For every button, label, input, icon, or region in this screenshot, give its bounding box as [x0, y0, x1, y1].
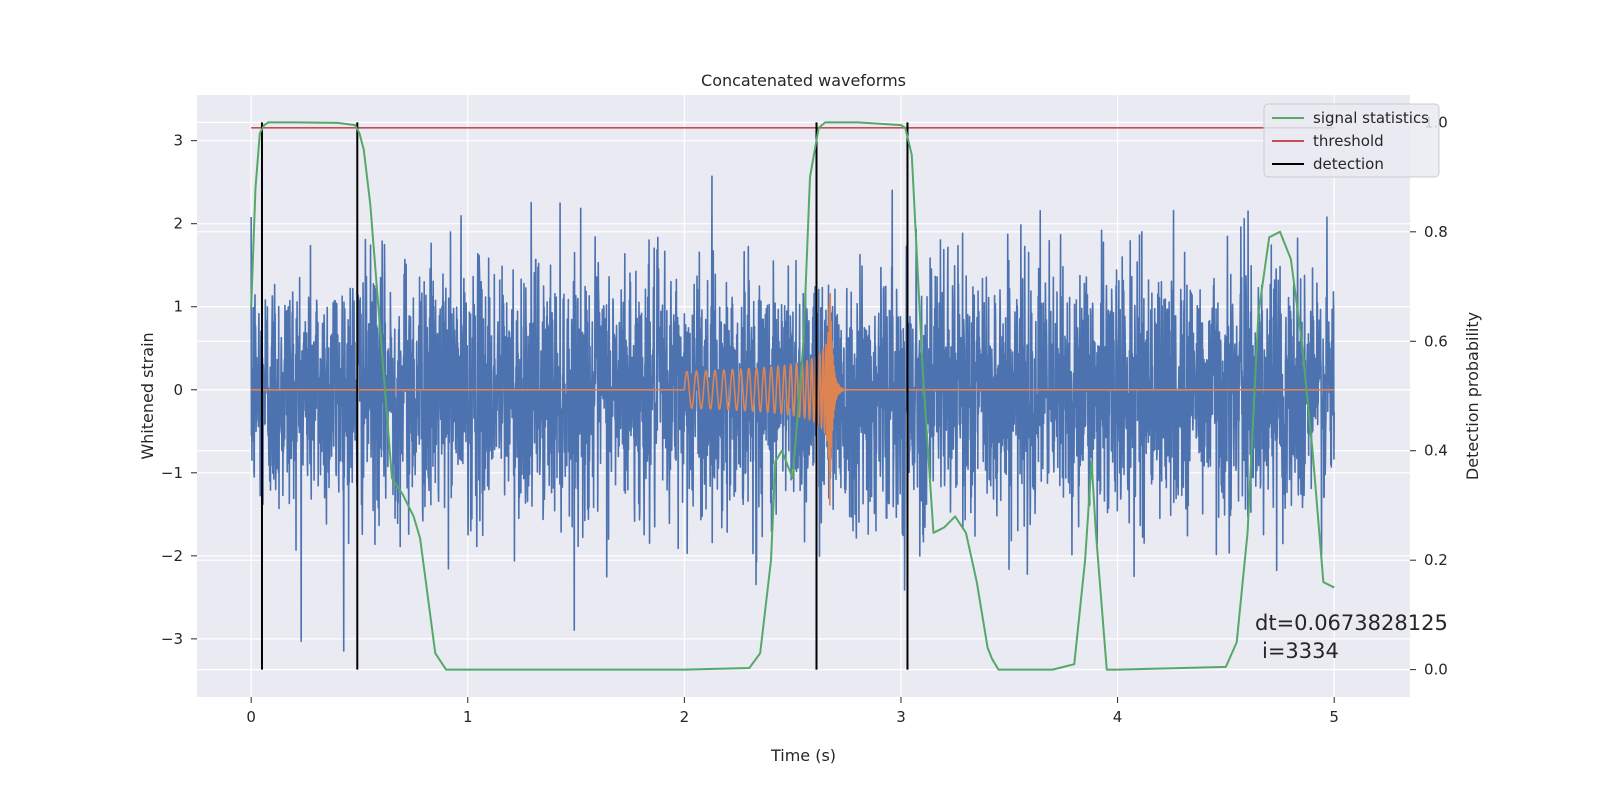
x-tick-label: 1: [463, 708, 473, 726]
y-tick-label: −1: [161, 464, 183, 482]
y-tick-label: 3: [173, 132, 183, 150]
legend: signal statistics threshold detection: [1263, 103, 1440, 178]
x-tick-label: 3: [896, 708, 906, 726]
y2-tick-label: 0.4: [1424, 442, 1448, 460]
y-axis-label: Whitened strain: [138, 332, 157, 459]
legend-label-signal-statistics: signal statistics: [1313, 109, 1429, 127]
x-tick-label: 4: [1113, 708, 1123, 726]
x-tick-label: 5: [1329, 708, 1339, 726]
y2-tick-label: 0.6: [1424, 332, 1448, 350]
legend-label-detection: detection: [1313, 155, 1384, 173]
y-tick-label: −2: [161, 547, 183, 565]
chart-title: Concatenated waveforms: [701, 71, 906, 90]
y2-tick-label: 0.0: [1424, 661, 1448, 679]
legend-label-threshold: threshold: [1313, 132, 1384, 150]
y-tick-label: 2: [173, 215, 183, 233]
x-tick-label: 2: [680, 708, 690, 726]
injected-signal-line: [683, 293, 1335, 506]
annotation-index: i=3334: [1262, 639, 1339, 663]
y2-tick-label: 0.2: [1424, 551, 1448, 569]
y2-axis-label: Detection probability: [1463, 312, 1482, 480]
legend-box: [1263, 103, 1440, 178]
x-axis-label: Time (s): [770, 746, 836, 765]
annotation-dt: dt=0.0673828125: [1255, 611, 1448, 635]
x-tick-label: 0: [246, 708, 256, 726]
y-tick-label: −3: [161, 630, 183, 648]
y2-tick-label: 0.8: [1424, 223, 1448, 241]
detection-markers: [260, 122, 909, 670]
injected-signal-series: [251, 293, 1335, 506]
signal-statistics-series: [250, 121, 1335, 671]
y-tick-label: 0: [173, 381, 183, 399]
signal-statistics-line: [250, 121, 1335, 671]
y-tick-label: 1: [173, 298, 183, 316]
